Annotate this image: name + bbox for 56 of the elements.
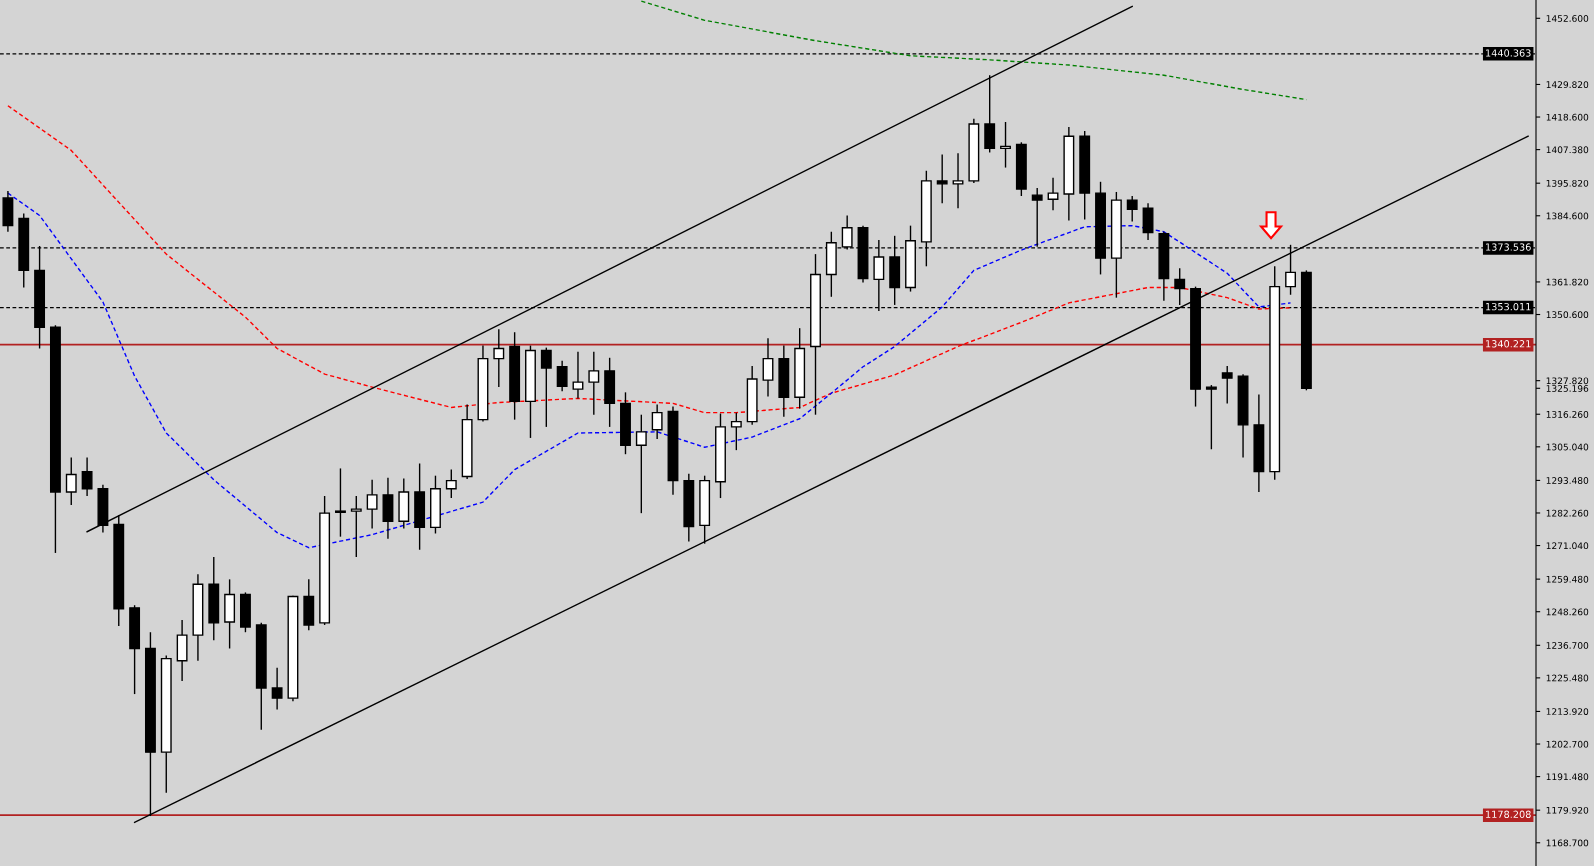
candlestick [572,350,584,400]
candlestick [350,495,362,558]
candlestick [81,456,93,497]
y-tick-label: 1213.920 [1546,708,1589,715]
line-series [7,105,1292,414]
candlestick [952,152,964,209]
candlestick [335,467,346,538]
y-tick-label: 1407.380 [1546,146,1589,154]
candlestick [445,468,457,499]
y-tick-label: 1452.600 [1546,15,1589,22]
y-tick-label: 1202.700 [1546,740,1589,748]
y-tick-label: 1293.480 [1546,477,1589,484]
y-tick-label: 1168.700 [1546,839,1589,847]
y-tick-label: 1350.600 [1546,311,1589,319]
y-tick-label: 1259.480 [1546,575,1589,583]
candlestick [65,456,77,506]
candlestick [1126,195,1138,223]
y-tick-label: 1225.480 [1546,674,1589,682]
y-tick-label: 1395.820 [1546,179,1589,187]
y-tick-label: 1271.040 [1546,542,1589,550]
y-tick-label: 1305.040 [1546,443,1589,451]
candlestick [762,337,774,398]
y-tick-label: 1282.260 [1546,509,1589,517]
candlestick [1174,267,1186,306]
candlestick [635,414,647,514]
y-tick-label: 1236.700 [1546,642,1589,649]
ref-line-label: 1440.363 [1486,49,1531,57]
candlestick [1000,121,1011,169]
candlestick [271,666,283,711]
candlestick [540,346,552,428]
candlestick [730,411,742,451]
candlestick [1221,365,1233,405]
candlestick [936,153,948,204]
y-tick-label: 1316.260 [1546,410,1589,418]
candlestick [588,350,600,416]
y-tick-label: 1179.920 [1546,806,1589,814]
candlestick [651,403,663,440]
candlestick [1205,384,1217,450]
y-tick-label: 1384.600 [1546,212,1589,220]
y-tick-label: 1429.820 [1546,81,1589,89]
ref-line-label: 1340.221 [1486,340,1531,348]
ref-line-label: 1373.536 [1486,243,1531,251]
y-tick-label: 1325.196 [1546,385,1589,392]
candlestick [1047,177,1059,211]
candlestick [873,239,885,312]
candlestick [366,479,378,530]
y-tick-label: 1327.820 [1546,377,1589,385]
y-tick-label: 1361.820 [1546,278,1589,286]
candlestick [556,359,568,392]
ref-line-label: 1353.011 [1486,302,1531,311]
y-tick-label: 1418.600 [1546,113,1589,121]
candlestick [493,328,505,388]
ref-line-label: 1178.208 [1486,810,1531,818]
line-series [7,192,1292,549]
y-tick-label: 1248.260 [1546,608,1589,616]
y-tick-label: 1191.480 [1546,773,1589,781]
